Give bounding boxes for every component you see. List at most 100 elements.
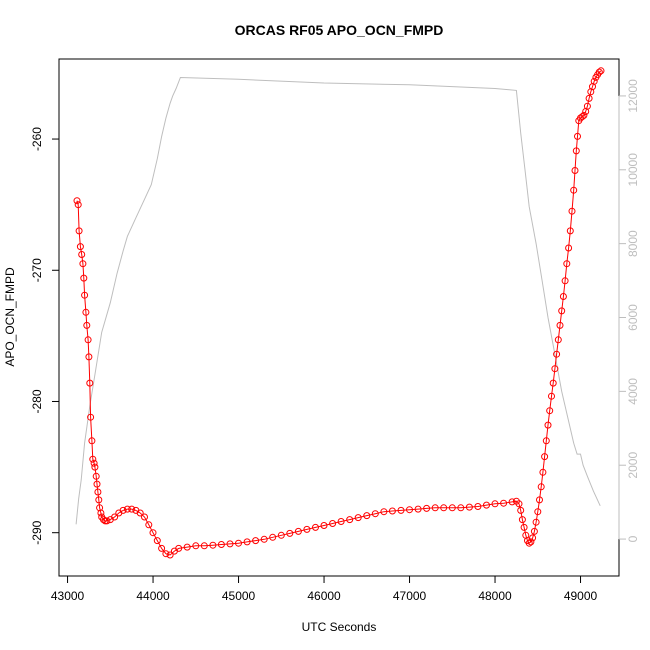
- apo-point: [491, 500, 499, 508]
- apo-point: [371, 510, 379, 518]
- apo-point: [423, 504, 431, 512]
- apo-point: [578, 113, 586, 121]
- x-axis-label: UTC Seconds: [302, 620, 377, 634]
- apo-point: [217, 541, 225, 548]
- apo-point: [93, 480, 101, 488]
- apo-point: [260, 535, 268, 543]
- apo-point: [544, 421, 552, 429]
- apo-point: [457, 504, 465, 512]
- apo-point: [590, 77, 598, 85]
- apo-point: [448, 504, 456, 512]
- apo-point: [539, 468, 547, 476]
- y2-tick-label: 10000: [626, 153, 640, 187]
- apo-point: [243, 538, 251, 546]
- apo-point: [440, 504, 448, 512]
- apo-point: [527, 538, 535, 546]
- apo-point: [183, 543, 191, 551]
- x-tick-label: 47000: [393, 589, 427, 603]
- apo-point: [406, 506, 413, 514]
- x-axis: 43000 44000 45000 46000 47000 48000 49000: [51, 575, 598, 603]
- apo-point: [312, 523, 319, 531]
- apo-point: [175, 544, 183, 552]
- apo-point: [554, 336, 562, 344]
- apo-point: [119, 506, 127, 514]
- apo-point: [549, 379, 557, 387]
- apo-point: [572, 147, 580, 155]
- apo-point: [542, 437, 550, 445]
- apo-point: [558, 307, 566, 315]
- apo-point: [537, 483, 545, 491]
- apo-point: [235, 539, 242, 547]
- apo-point: [574, 132, 581, 140]
- apo-point: [397, 506, 405, 514]
- apo-point: [149, 529, 157, 537]
- apo-point: [414, 505, 422, 513]
- altitude-line: [75, 76, 601, 525]
- apo-point: [571, 167, 579, 174]
- apo-point: [80, 274, 88, 282]
- apo-point: [346, 516, 354, 524]
- x-tick-label: 43000: [51, 589, 85, 603]
- apo-point: [329, 520, 337, 527]
- apo-point: [166, 551, 174, 559]
- apo-point: [559, 293, 567, 300]
- x-tick-label: 49000: [564, 589, 598, 603]
- y-tick-label: -260: [30, 127, 44, 151]
- y-tick-label: -280: [30, 389, 44, 413]
- apo-point: [520, 523, 528, 531]
- y-axis-left: -290 -280 -270 -260: [30, 127, 60, 545]
- apo-connector-line: [76, 70, 602, 556]
- apo-point: [89, 455, 97, 463]
- apo-point: [553, 350, 561, 358]
- apo-series: [73, 67, 605, 559]
- apo-point: [103, 517, 111, 525]
- altitude-series: [75, 76, 601, 525]
- apo-point: [192, 542, 200, 550]
- y2-tick-label: 4000: [626, 378, 640, 405]
- x-tick-label: 45000: [222, 589, 256, 603]
- apo-point: [583, 102, 591, 110]
- apo-point: [500, 499, 508, 507]
- y-tick-label: -270: [30, 258, 44, 282]
- apo-point: [556, 321, 564, 329]
- apo-point: [90, 459, 98, 467]
- y-tick-label: -290: [30, 520, 44, 544]
- apo-point: [580, 111, 588, 119]
- apo-point: [546, 407, 554, 415]
- apo-point: [595, 68, 603, 76]
- apo-point: [123, 505, 131, 513]
- apo-point: [83, 321, 91, 329]
- apo-point: [100, 516, 107, 524]
- apo-point: [141, 513, 148, 521]
- apo-point: [75, 227, 83, 235]
- apo-point: [96, 504, 104, 512]
- apo-point: [162, 550, 170, 558]
- apo-point: [566, 227, 574, 235]
- apo-point: [86, 379, 94, 387]
- apo-point: [82, 308, 90, 316]
- apo-point: [565, 244, 573, 252]
- apo-point: [153, 537, 161, 545]
- apo-point: [76, 243, 84, 251]
- apo-point: [563, 260, 571, 268]
- apo-point: [534, 508, 542, 516]
- x-tick-label: 44000: [136, 589, 170, 603]
- apo-point: [551, 365, 559, 373]
- x-tick-label: 48000: [478, 589, 512, 603]
- y2-tick-label: 0: [626, 535, 640, 542]
- apo-point: [252, 537, 260, 545]
- y2-tick-label: 2000: [626, 452, 640, 479]
- apo-point: [337, 518, 345, 525]
- apo-point: [541, 453, 549, 461]
- apo-point: [483, 501, 490, 509]
- y-axis-right: 0 2000 4000 6000 8000 10000 12000: [618, 79, 640, 542]
- apo-point: [532, 518, 540, 526]
- apo-point: [94, 488, 102, 496]
- y2-tick-label: 8000: [626, 230, 640, 257]
- apo-point: [530, 527, 538, 535]
- apo-point: [95, 496, 103, 504]
- apo-point: [73, 197, 81, 205]
- apo-point: [518, 516, 526, 524]
- apo-point: [200, 542, 208, 550]
- apo-point: [548, 392, 555, 400]
